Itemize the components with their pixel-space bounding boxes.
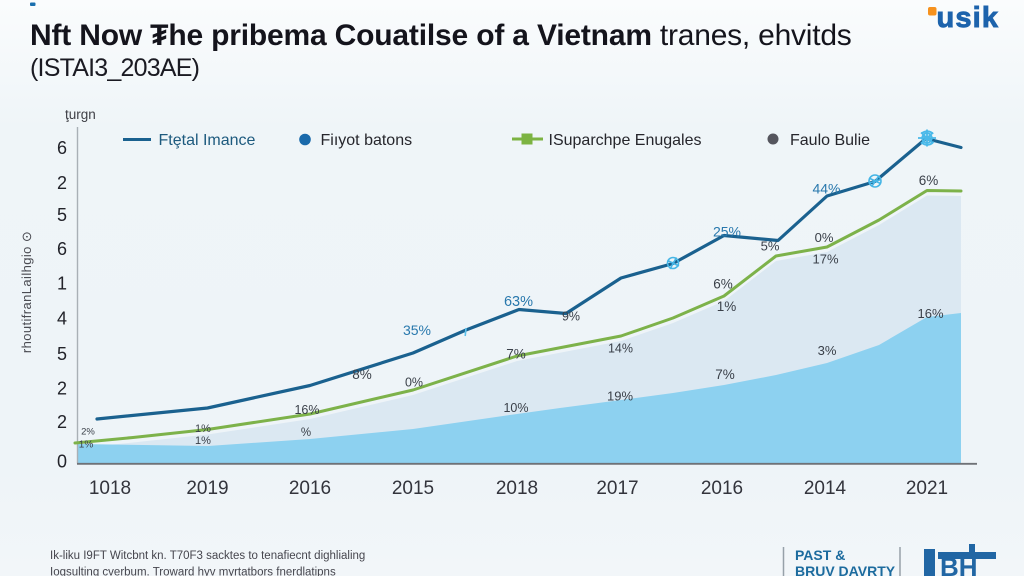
svg-text:17%: 17%: [812, 252, 838, 267]
svg-text:2%: 2%: [81, 427, 95, 438]
svg-text:5: 5: [57, 344, 67, 364]
svg-text:Nft Now ₮he pribema Couatilse: Nft Now ₮he pribema Couatilse of a Vietn…: [30, 19, 852, 52]
svg-text:6%: 6%: [919, 173, 939, 188]
svg-text:35%: 35%: [403, 322, 431, 338]
svg-text:1%: 1%: [79, 440, 94, 451]
svg-text:0%: 0%: [405, 376, 423, 390]
svg-text:2021: 2021: [906, 478, 948, 499]
svg-text:6: 6: [57, 138, 67, 158]
svg-text:usik: usik: [937, 2, 999, 34]
svg-text:44%: 44%: [812, 181, 840, 197]
svg-text:8%: 8%: [352, 367, 372, 382]
svg-text:5%: 5%: [761, 239, 780, 254]
svg-text:4: 4: [57, 309, 67, 329]
svg-text:2: 2: [57, 379, 67, 399]
svg-text:16%: 16%: [917, 306, 943, 321]
svg-text:ISuparchpe Enugales: ISuparchpe Enugales: [549, 132, 702, 149]
svg-text:1%: 1%: [195, 435, 211, 447]
svg-text:2018: 2018: [496, 478, 538, 499]
svg-text:10%: 10%: [503, 401, 528, 415]
svg-text:19%: 19%: [607, 389, 633, 404]
svg-text:Faulo Bulie: Faulo Bulie: [790, 132, 870, 149]
svg-text:1: 1: [57, 274, 67, 294]
svg-text:5: 5: [57, 205, 67, 225]
svg-text:1%: 1%: [717, 299, 737, 314]
svg-text:2: 2: [57, 173, 67, 193]
svg-text:rhoutifranLailhgio ⊙: rhoutifranLailhgio ⊙: [19, 231, 34, 353]
svg-text:2: 2: [57, 412, 67, 432]
svg-text:ţurgn: ţurgn: [65, 107, 96, 122]
svg-text:2017: 2017: [596, 478, 638, 499]
svg-text:Iogsulting cverbum. Troward hy: Iogsulting cverbum. Troward hyv myrtatbo…: [50, 567, 336, 576]
svg-text:Fiıyot batons: Fiıyot batons: [321, 132, 413, 149]
svg-text:7%: 7%: [715, 367, 735, 382]
svg-text:PAST &: PAST &: [795, 547, 845, 563]
svg-text:6%: 6%: [713, 277, 733, 292]
svg-text:0: 0: [57, 452, 67, 472]
svg-text:1018: 1018: [89, 478, 131, 499]
svg-text:2019: 2019: [186, 478, 228, 499]
svg-text:63%: 63%: [504, 294, 533, 310]
svg-text:2015: 2015: [392, 478, 434, 499]
svg-text:3%: 3%: [818, 343, 837, 358]
svg-text:25%: 25%: [713, 224, 741, 240]
svg-text:Ik-liku I9FT Witcbnt kn. T70F3: Ik-liku I9FT Witcbnt kn. T70F3 sacktes t…: [50, 550, 365, 562]
svg-text:9%: 9%: [562, 310, 580, 324]
svg-text:14%: 14%: [608, 342, 633, 356]
svg-text:BH: BH: [940, 552, 978, 576]
svg-text:16%: 16%: [294, 403, 319, 417]
svg-text:7%: 7%: [506, 347, 526, 362]
svg-text:(ISTAI3_203AE): (ISTAI3_203AE): [30, 54, 200, 82]
svg-text:2016: 2016: [701, 478, 743, 499]
svg-text:BRUV DAVRTY: BRUV DAVRTY: [795, 563, 896, 576]
svg-text:2014: 2014: [804, 478, 847, 499]
svg-text:1%: 1%: [195, 423, 211, 435]
svg-text:Ftȩtal Imance: Ftȩtal Imance: [159, 132, 256, 149]
svg-text:0%: 0%: [815, 230, 834, 245]
svg-text:2016: 2016: [289, 478, 331, 499]
svg-text:%: %: [301, 427, 311, 439]
svg-text:6: 6: [57, 239, 67, 259]
